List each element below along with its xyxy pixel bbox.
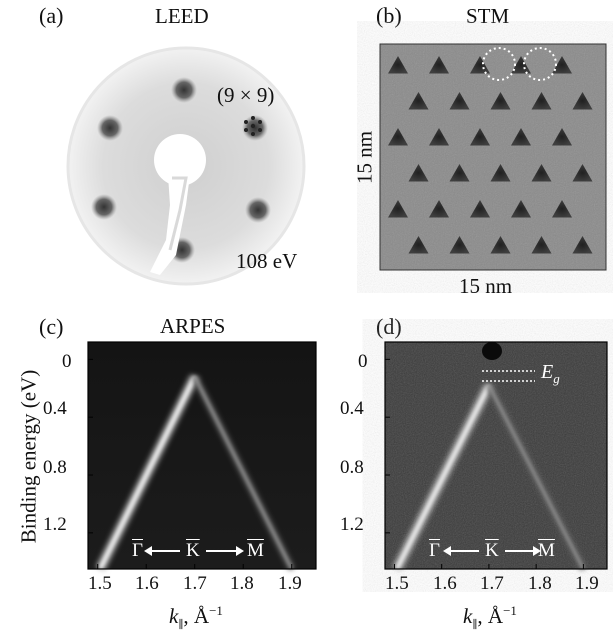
stm-feature (429, 200, 449, 218)
arpes-c-plot (87, 341, 317, 571)
stm-highlight-circle-1 (482, 47, 516, 81)
panel-b-title: STM (466, 4, 510, 28)
stm-feature (408, 164, 429, 182)
d-ytick-0: 0 (358, 351, 368, 372)
d-ytick-1: 0.4 (340, 398, 364, 419)
stm-feature (449, 92, 470, 110)
c-ytick-3: 1.2 (43, 514, 67, 535)
c-m-label: M (247, 540, 264, 561)
arpes-c-band-2 (193, 376, 293, 570)
c-xtick-3: 1.8 (230, 573, 254, 594)
arpes-d-band-2 (488, 384, 585, 570)
stm-feature (490, 92, 511, 110)
d-gamma-label: Γ (429, 540, 440, 561)
leed-superstructure-label: (9 × 9) (217, 83, 275, 107)
d-ytick-2: 0.8 (340, 457, 364, 478)
c-xtick-4: 1.9 (278, 573, 302, 594)
panel-d-letter: (d) (376, 314, 402, 339)
d-xtick-1: 1.6 (433, 573, 457, 594)
c-x-axis-title: k∥, Å−1 (169, 603, 223, 632)
panel-b-letter: (b) (376, 3, 402, 28)
gap-label: Eg (541, 361, 560, 386)
stm-feature (552, 56, 572, 74)
d-ytick-3: 1.2 (340, 514, 364, 535)
stm-y-scale-label: 15 nm (352, 130, 377, 185)
d-m-label: M (538, 540, 555, 561)
stm-feature (531, 164, 552, 182)
stm-feature (449, 164, 470, 182)
leed-spots (91, 77, 271, 263)
stm-feature (429, 128, 449, 146)
stm-feature (511, 200, 531, 218)
c-xtick-0: 1.5 (88, 573, 112, 594)
nine-by-nine-marker (244, 116, 262, 136)
c-ytick-0: 0 (62, 351, 72, 372)
d-xtick-4: 1.9 (575, 573, 599, 594)
stm-feature (490, 236, 511, 254)
stm-feature (470, 200, 490, 218)
stm-feature (388, 200, 408, 218)
stm-feature (408, 236, 429, 254)
d-xtick-2: 1.7 (480, 573, 504, 594)
stm-feature (470, 128, 490, 146)
d-k-label: K (485, 540, 499, 561)
c-gamma-label: Γ (132, 540, 143, 561)
stm-feature (429, 56, 449, 74)
stm-feature (552, 128, 572, 146)
stm-highlight-circle-2 (523, 47, 557, 81)
d-xtick-3: 1.8 (528, 573, 552, 594)
arpes-d-plot (384, 341, 608, 572)
stm-feature (572, 92, 593, 110)
stm-feature (572, 236, 593, 254)
stm-feature (388, 56, 408, 74)
c-xtick-2: 1.7 (183, 573, 207, 594)
d-x-axis-title: k∥, Å−1 (463, 603, 517, 632)
c-ytick-2: 0.8 (43, 457, 67, 478)
stm-feature (449, 236, 470, 254)
stm-feature (572, 164, 593, 182)
stm-feature (470, 56, 490, 74)
stm-feature (490, 164, 511, 182)
stm-feature (552, 200, 572, 218)
c-xtick-1: 1.6 (135, 573, 159, 594)
stm-feature (511, 128, 531, 146)
arpes-c-band-1 (98, 376, 197, 570)
stm-feature (531, 236, 552, 254)
panel-c-title: ARPES (160, 314, 226, 338)
c-ytick-1: 0.4 (43, 398, 67, 419)
panel-a-title: LEED (155, 4, 209, 28)
path-arrows-d (443, 546, 541, 556)
stm-feature (531, 92, 552, 110)
panel-a-letter: (a) (39, 3, 64, 28)
y-axis-title: Binding energy (eV) (16, 369, 41, 544)
stm-feature (388, 128, 408, 146)
leed-energy-label: 108 eV (236, 249, 298, 273)
leed-pattern (66, 46, 306, 286)
stm-feature (408, 92, 429, 110)
stm-x-scale-label: 15 nm (459, 274, 513, 298)
path-arrows-c (144, 546, 244, 556)
panel-c-letter: (c) (39, 314, 64, 339)
stm-image (379, 43, 607, 271)
stm-feature (511, 56, 531, 74)
d-xtick-0: 1.5 (385, 573, 409, 594)
arpes-d-band-1 (395, 384, 491, 570)
c-k-label: K (186, 540, 200, 561)
